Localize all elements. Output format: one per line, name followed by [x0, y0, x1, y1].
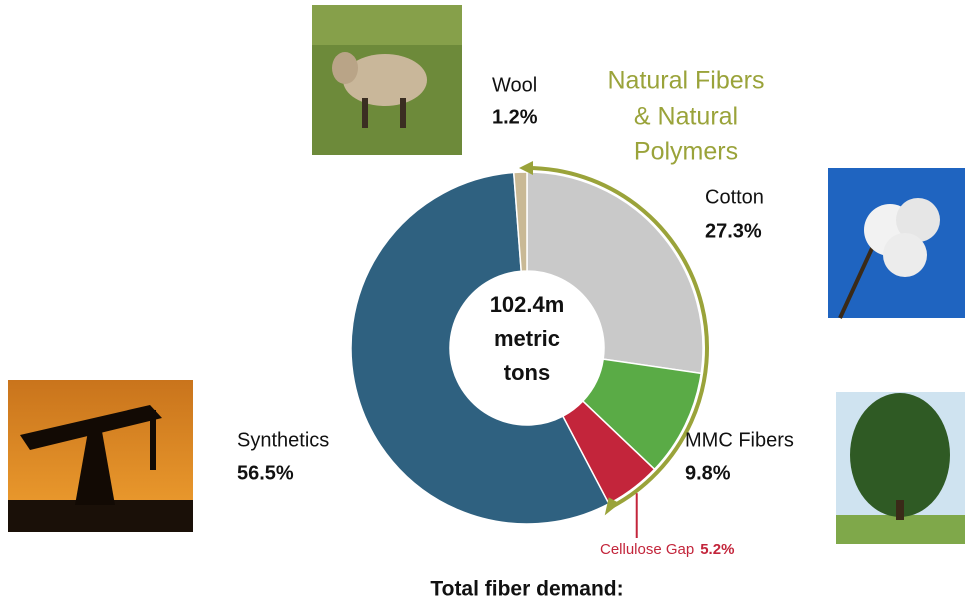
category-label: MMC Fibers — [685, 429, 794, 451]
value-label: 1.2% — [492, 106, 538, 128]
value-label: 9.8% — [685, 462, 731, 484]
annotation-text: Natural Fibers — [608, 67, 765, 95]
footer: Total fiber demand: — [430, 578, 623, 601]
category-label: Synthetics — [237, 429, 329, 451]
category-label: Cotton — [705, 186, 764, 208]
value-label: 56.5% — [237, 462, 294, 484]
value-label: 5.2% — [700, 541, 734, 558]
value-label: 27.3% — [705, 220, 762, 242]
oil-pump-photo — [8, 380, 193, 532]
center-text: tons — [504, 360, 550, 385]
annotation-text: & Natural — [634, 103, 738, 131]
category-label: Cellulose Gap — [600, 541, 694, 558]
category-label: Wool — [492, 74, 537, 96]
tree-photo — [836, 392, 965, 544]
annotation-text: Polymers — [634, 138, 738, 166]
chart: Natural Fibers & Natural Polymers Total … — [0, 0, 965, 604]
cotton-photo — [828, 168, 965, 318]
sheep-photo — [312, 5, 462, 155]
center-text: metric — [494, 326, 560, 351]
center-text: 102.4m — [490, 292, 565, 317]
